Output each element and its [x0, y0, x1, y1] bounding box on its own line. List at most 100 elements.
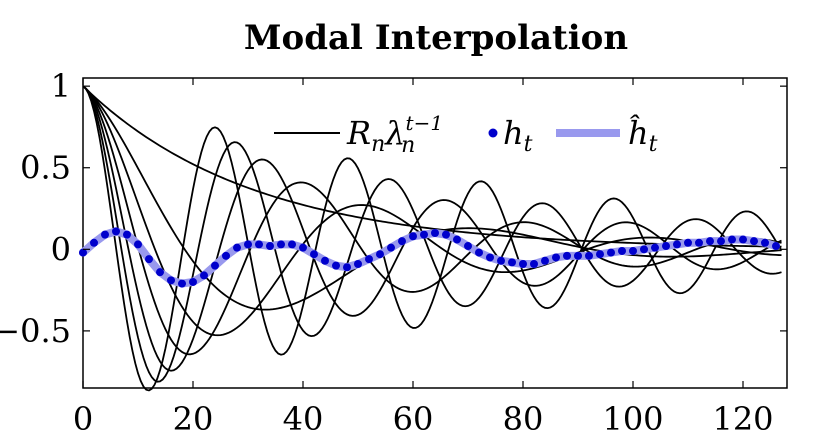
data-point: [420, 230, 428, 239]
data-point: [530, 260, 538, 268]
y-axis: 1 0.5 0 −0.5: [0, 67, 787, 350]
data-point: [156, 268, 164, 277]
data-point: [508, 258, 516, 267]
data-point: [739, 235, 747, 244]
data-point: [200, 271, 208, 280]
data-point: [211, 261, 219, 270]
y-tick-label: −0.5: [0, 312, 71, 350]
legend-dots-main: h: [503, 114, 524, 152]
y-tick-label: 0.5: [20, 149, 71, 187]
legend-modes-sub: n: [371, 132, 385, 157]
data-point: [101, 230, 109, 239]
data-point: [772, 242, 780, 251]
data-point: [277, 240, 285, 249]
data-point: [541, 256, 549, 265]
data-point: [431, 229, 439, 237]
legend-modes-sub2: n: [401, 133, 415, 158]
y-tick-label: 0: [51, 230, 71, 268]
y-tick-label: 1: [51, 67, 71, 105]
mode-curve-6: [82, 85, 783, 392]
data-point: [453, 235, 461, 244]
legend-label-fit: ĥt: [628, 114, 658, 157]
x-tick-label: 0: [73, 400, 93, 438]
data-point: [354, 260, 362, 268]
data-point: [112, 227, 120, 236]
data-point: [442, 230, 450, 239]
mode-curve-5: [82, 85, 782, 383]
data-point: [123, 230, 131, 239]
data-point: [288, 240, 296, 249]
data-point: [90, 238, 98, 247]
data-point: [376, 250, 384, 259]
series-fit-line: [79, 227, 780, 288]
data-point: [310, 250, 318, 259]
data-point: [398, 237, 406, 246]
data-point: [222, 251, 230, 260]
legend-modes-main: R: [346, 114, 371, 152]
data-point: [750, 237, 758, 246]
data-point: [343, 263, 351, 272]
data-point: [134, 240, 142, 249]
data-point: [563, 251, 571, 260]
legend-label-modes: Rnλt−1 n: [346, 111, 443, 158]
data-point: [596, 250, 604, 259]
data-point: [409, 232, 417, 241]
legend-modes-main2: λ: [383, 114, 405, 152]
data-point: [266, 242, 274, 251]
data-point: [189, 277, 197, 286]
series-dots: [79, 227, 780, 288]
data-point: [728, 235, 736, 244]
data-point: [321, 256, 329, 265]
data-point: [497, 256, 505, 265]
data-point: [299, 243, 307, 252]
x-tick-label: 60: [393, 400, 434, 438]
x-tick-label: 40: [283, 400, 324, 438]
data-point: [673, 240, 681, 249]
data-point: [695, 238, 703, 247]
data-point: [684, 238, 692, 247]
mode-curve-2: [82, 85, 782, 337]
legend-swatch-dots: [488, 128, 498, 138]
data-point: [178, 279, 186, 288]
data-point: [387, 243, 395, 252]
legend-label-dots: ht: [503, 114, 533, 157]
data-point: [717, 237, 725, 246]
data-point: [585, 251, 593, 260]
x-tick-label: 100: [602, 400, 663, 438]
data-point: [332, 261, 340, 270]
data-point: [255, 240, 263, 249]
mode-curve-3: [82, 85, 782, 356]
data-point: [552, 253, 560, 262]
data-point: [662, 242, 670, 251]
data-point: [607, 248, 615, 257]
data-point: [706, 237, 714, 246]
data-point: [167, 276, 175, 285]
data-point: [519, 260, 527, 268]
data-point: [486, 253, 494, 262]
data-point: [640, 245, 648, 254]
legend: Rnλt−1 n ht ĥt: [274, 111, 658, 158]
data-point: [79, 248, 87, 257]
data-point: [244, 240, 252, 249]
data-point: [651, 243, 659, 252]
data-point: [464, 242, 472, 251]
legend-fit-main: ĥ: [628, 114, 649, 152]
data-point: [145, 255, 153, 264]
data-point: [618, 246, 626, 255]
data-point: [233, 243, 241, 252]
chart-title: Modal Interpolation: [244, 18, 628, 58]
data-point: [629, 246, 637, 255]
plot-frame: [82, 77, 788, 389]
x-axis: 0 20 40 60 80 100 120: [73, 78, 774, 438]
data-point: [475, 248, 483, 257]
data-point: [365, 255, 373, 264]
data-point: [574, 251, 582, 260]
data-point: [761, 238, 769, 247]
legend-dots-sub: t: [524, 132, 533, 157]
legend-modes-sup: t−1: [406, 111, 444, 135]
x-tick-label: 20: [173, 400, 214, 438]
legend-fit-sub: t: [649, 132, 658, 157]
x-tick-label: 80: [503, 400, 544, 438]
x-tick-label: 120: [712, 400, 773, 438]
